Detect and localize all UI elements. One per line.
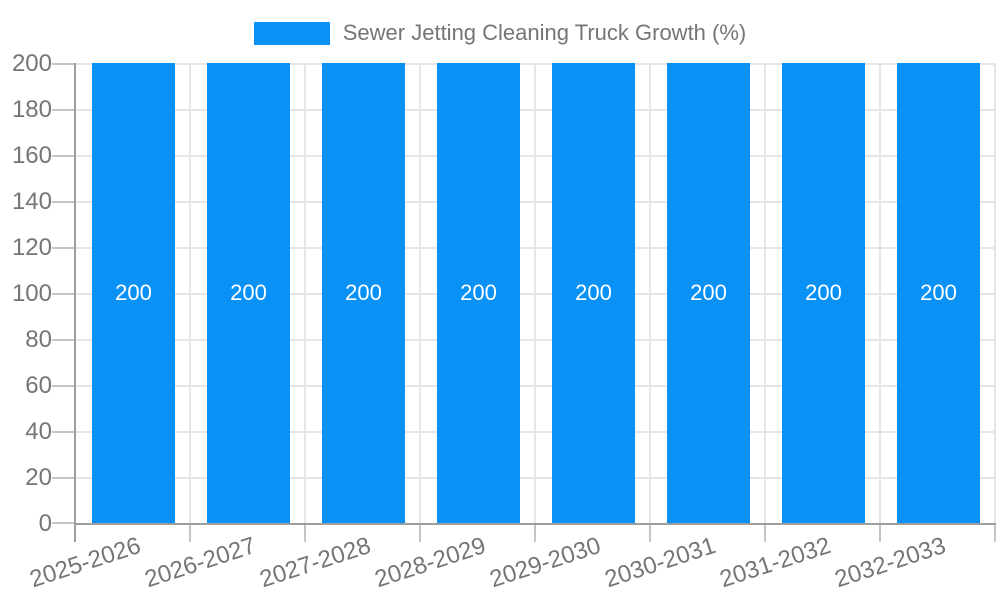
gridline-horizontal — [76, 385, 996, 387]
x-axis-tick — [649, 525, 651, 542]
bar-value-label: 200 — [805, 280, 842, 305]
y-axis-tick — [52, 109, 74, 111]
bar: 200 — [667, 63, 750, 523]
chart-legend: Sewer Jetting Cleaning Truck Growth (%) — [0, 17, 1000, 49]
y-axis-label: 140 — [11, 188, 52, 215]
y-axis-tick — [52, 155, 74, 157]
bar-value-label: 200 — [575, 280, 612, 305]
y-axis-label: 20 — [25, 464, 52, 491]
y-axis-label: 160 — [11, 142, 52, 169]
x-axis-tick — [189, 525, 191, 542]
gridline-horizontal — [76, 431, 996, 433]
bar: 200 — [437, 63, 520, 523]
gridline-horizontal — [76, 201, 996, 203]
gridline-vertical — [534, 63, 536, 523]
gridline-horizontal — [76, 109, 996, 111]
y-axis-tick — [52, 385, 74, 387]
y-axis-label: 60 — [25, 372, 52, 399]
x-axis-tick — [764, 525, 766, 542]
bar-value-label: 200 — [460, 280, 497, 305]
gridline-vertical — [994, 63, 996, 523]
x-axis-tick — [419, 525, 421, 542]
bar: 200 — [322, 63, 405, 523]
legend-swatch — [253, 21, 330, 45]
y-axis-label: 40 — [25, 418, 52, 445]
x-axis-tick — [534, 525, 536, 542]
y-axis-tick — [52, 522, 74, 524]
y-axis-label: 0 — [38, 510, 52, 537]
x-axis-tick — [74, 525, 76, 542]
bar: 200 — [207, 63, 290, 523]
y-axis-tick — [52, 339, 74, 341]
bar-value-label: 200 — [920, 280, 957, 305]
y-axis-tick — [52, 247, 74, 249]
gridline-vertical — [764, 63, 766, 523]
bar-value-label: 200 — [115, 280, 152, 305]
x-axis-tick — [994, 525, 996, 542]
gridline-horizontal — [76, 63, 996, 65]
bar-value-label: 200 — [345, 280, 382, 305]
y-axis-label: 120 — [11, 234, 52, 261]
gridline-vertical — [649, 63, 651, 523]
bar-value-label: 200 — [230, 280, 267, 305]
y-axis-label: 200 — [11, 50, 52, 77]
gridline-vertical — [419, 63, 421, 523]
y-axis-tick — [52, 477, 74, 479]
y-axis-tick — [52, 293, 74, 295]
legend-label: Sewer Jetting Cleaning Truck Growth (%) — [342, 20, 747, 45]
y-axis-tick — [52, 201, 74, 203]
x-axis-tick — [879, 525, 881, 542]
bar: 200 — [552, 63, 635, 523]
x-axis-tick — [304, 525, 306, 542]
bar: 200 — [897, 63, 980, 523]
bar-value-label: 200 — [690, 280, 727, 305]
y-axis-tick — [52, 431, 74, 433]
gridline-horizontal — [76, 155, 996, 157]
gridline-vertical — [304, 63, 306, 523]
gridline-horizontal — [76, 293, 996, 295]
y-axis-label: 100 — [11, 280, 52, 307]
y-axis-label: 80 — [25, 326, 52, 353]
plot-area: 200 200 200 200 200 200 200 200 2025-2026 2026-20… — [27, 63, 996, 593]
y-axis-label: 180 — [11, 96, 52, 123]
gridline-horizontal — [76, 339, 996, 341]
bar: 200 — [782, 63, 865, 523]
y-axis-tick — [52, 63, 74, 65]
gridline-horizontal — [76, 477, 996, 479]
gridline-horizontal — [76, 247, 996, 249]
gridline-vertical — [879, 63, 881, 523]
gridline-vertical — [189, 63, 191, 523]
bar: 200 — [92, 63, 175, 523]
